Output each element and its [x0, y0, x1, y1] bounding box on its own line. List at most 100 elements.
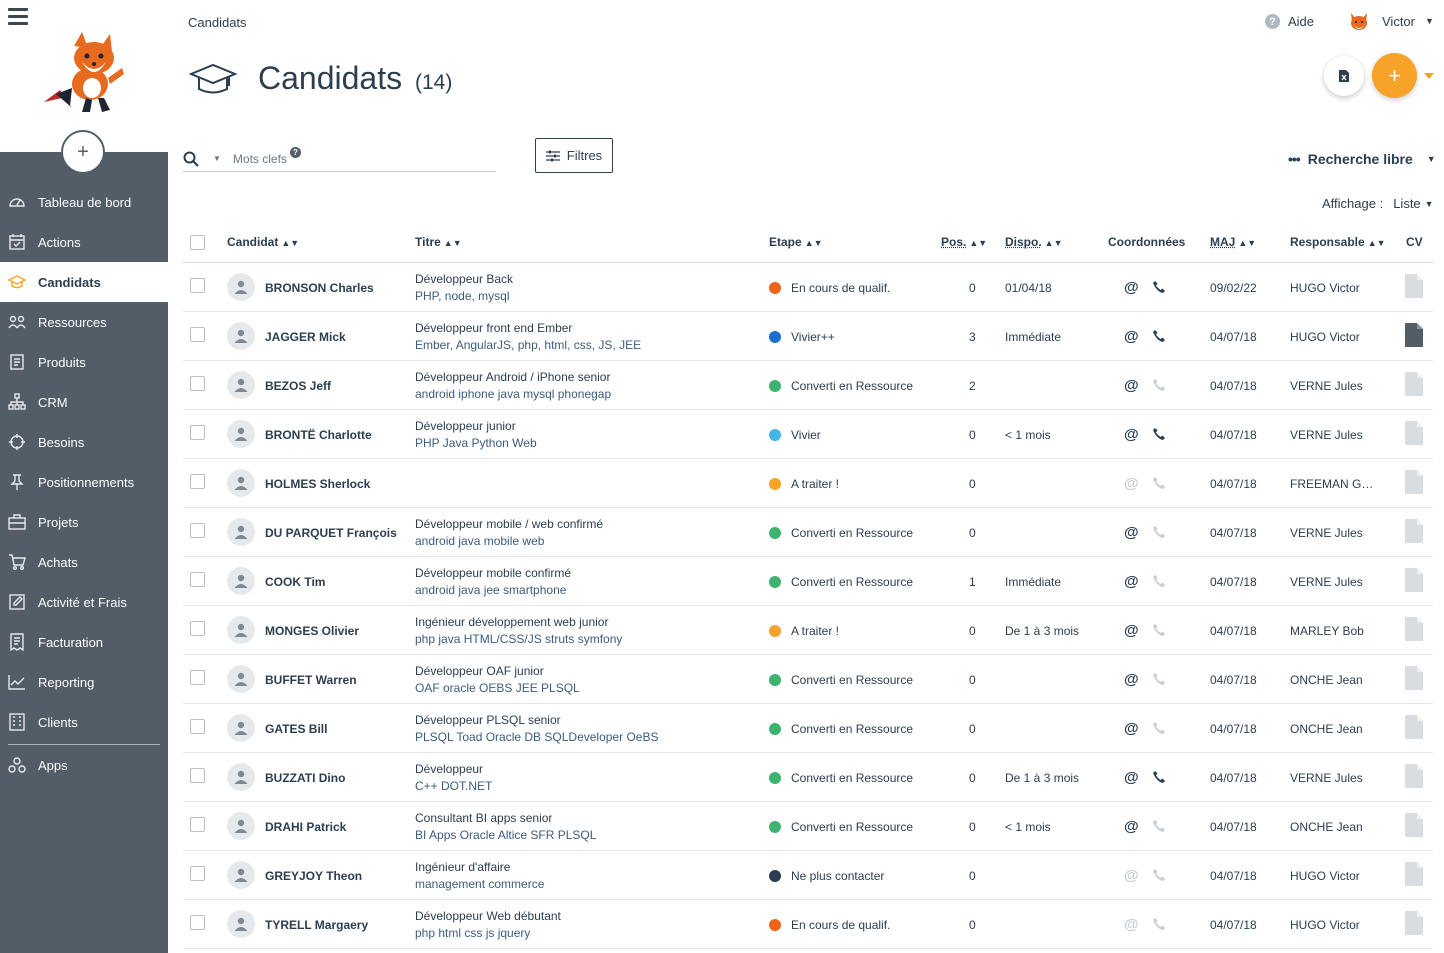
row-checkbox[interactable] [190, 572, 205, 587]
phone-icon[interactable] [1152, 525, 1166, 539]
sidebar-item-activite-et-frais[interactable]: Activité et Frais [0, 582, 168, 622]
cv-file-icon[interactable] [1405, 470, 1423, 494]
cv-file-icon[interactable] [1405, 617, 1423, 641]
sidebar-item-positionnements[interactable]: Positionnements [0, 462, 168, 502]
add-options-chevron-icon[interactable] [1424, 73, 1434, 79]
table-row[interactable]: BUZZATI Dino Développeur C++ DOT.NET Conver… [183, 753, 1433, 802]
phone-icon[interactable] [1152, 770, 1166, 784]
phone-icon[interactable] [1152, 868, 1166, 882]
table-row[interactable]: DRAHI Patrick Consultant BI apps senior BI… [183, 802, 1433, 851]
filters-button[interactable]: Filtres [535, 138, 613, 173]
candidate-name-link[interactable]: GATES Bill [265, 722, 328, 736]
cv-file-icon[interactable] [1405, 274, 1423, 298]
candidate-name-link[interactable]: GREYJOY Theon [265, 869, 363, 883]
sidebar-item-clients[interactable]: Clients [0, 702, 168, 742]
table-row[interactable]: HOLMES Sherlock A traiter ! 0 @04/07/18 FREE… [183, 459, 1433, 508]
sidebar-item-besoins[interactable]: Besoins [0, 422, 168, 462]
candidate-name-link[interactable]: DU PARQUET François [265, 526, 397, 540]
phone-icon[interactable] [1152, 427, 1166, 441]
row-checkbox[interactable] [190, 817, 205, 832]
candidate-name-link[interactable]: BEZOS Jeff [265, 379, 332, 393]
sidebar-item-produits[interactable]: Produits [0, 342, 168, 382]
phone-icon[interactable] [1152, 329, 1166, 343]
help-link[interactable]: ? Aide [1265, 14, 1314, 29]
sidebar-item-ressources[interactable]: Ressources [0, 302, 168, 342]
sidebar-item-reporting[interactable]: Reporting [0, 662, 168, 702]
cv-file-icon[interactable] [1405, 568, 1423, 592]
email-icon[interactable]: @ [1124, 524, 1139, 541]
cv-file-icon[interactable] [1405, 911, 1423, 935]
column-candidat[interactable]: Candidat ▲▼ [227, 235, 299, 249]
sidebar-item-tableau-de-bord[interactable]: Tableau de bord [0, 182, 168, 222]
sidebar-item-actions[interactable]: Actions [0, 222, 168, 262]
phone-icon[interactable] [1152, 819, 1166, 833]
phone-icon[interactable] [1152, 378, 1166, 392]
row-checkbox[interactable] [190, 768, 205, 783]
column-etape[interactable]: Etape ▲▼ [769, 235, 823, 249]
email-icon[interactable]: @ [1124, 573, 1139, 590]
search-mode-chevron-icon[interactable]: ▼ [213, 154, 221, 163]
phone-icon[interactable] [1152, 721, 1166, 735]
row-checkbox[interactable] [190, 425, 205, 440]
cv-file-icon[interactable] [1405, 862, 1423, 886]
search-icon[interactable] [183, 151, 199, 167]
column-responsable[interactable]: Responsable ▲▼ [1290, 235, 1386, 249]
email-icon[interactable]: @ [1124, 328, 1139, 345]
phone-icon[interactable] [1152, 623, 1166, 637]
free-search-toggle[interactable]: ••• Recherche libre ▼ [1288, 151, 1436, 167]
display-mode-select[interactable]: Liste [1393, 196, 1421, 211]
cv-file-icon[interactable] [1405, 519, 1423, 543]
email-icon[interactable]: @ [1124, 279, 1139, 296]
cv-file-icon[interactable] [1405, 764, 1423, 788]
row-checkbox[interactable] [190, 474, 205, 489]
phone-icon[interactable] [1152, 476, 1166, 490]
search-placeholder[interactable]: Mots clefs [232, 151, 287, 166]
table-row[interactable]: COOK Tim Développeur mobile confirmé andro… [183, 557, 1433, 606]
chevron-down-icon[interactable]: ▼ [1424, 198, 1434, 209]
candidate-name-link[interactable]: BRONSON Charles [265, 281, 374, 295]
table-row[interactable]: BRONSON Charles Développeur Back PHP, node… [183, 263, 1433, 312]
candidate-name-link[interactable]: BUFFET Warren [265, 673, 357, 687]
cv-file-icon[interactable] [1405, 323, 1423, 347]
candidate-name-link[interactable]: DRAHI Patrick [265, 820, 347, 834]
email-icon[interactable]: @ [1124, 426, 1139, 443]
column-maj[interactable]: MAJ ▲▼ [1210, 235, 1256, 249]
row-checkbox[interactable] [190, 915, 205, 930]
candidate-name-link[interactable]: JAGGER Mick [265, 330, 346, 344]
table-row[interactable]: TYRELL Margaery Développeur Web débutant p… [183, 900, 1433, 949]
cv-file-icon[interactable] [1405, 666, 1423, 690]
phone-icon[interactable] [1152, 672, 1166, 686]
table-row[interactable]: DU PARQUET François Développeur mobile / … [183, 508, 1433, 557]
table-row[interactable]: GREYJOY Theon Ingénieur d'affaire manageme… [183, 851, 1433, 900]
phone-icon[interactable] [1152, 917, 1166, 931]
email-icon[interactable]: @ [1124, 671, 1139, 688]
row-checkbox[interactable] [190, 719, 205, 734]
cv-file-icon[interactable] [1405, 813, 1423, 837]
email-icon[interactable]: @ [1124, 769, 1139, 786]
row-checkbox[interactable] [190, 278, 205, 293]
candidate-name-link[interactable]: HOLMES Sherlock [265, 477, 371, 491]
candidate-name-link[interactable]: BUZZATI Dino [265, 771, 346, 785]
table-row[interactable]: BUFFET Warren Développeur OAF junior OAF o… [183, 655, 1433, 704]
cv-file-icon[interactable] [1405, 372, 1423, 396]
row-checkbox[interactable] [190, 670, 205, 685]
sidebar-item-achats[interactable]: Achats [0, 542, 168, 582]
sidebar-item-apps[interactable]: Apps [0, 745, 168, 785]
email-icon[interactable]: @ [1124, 475, 1139, 492]
cv-file-icon[interactable] [1405, 715, 1423, 739]
email-icon[interactable]: @ [1124, 916, 1139, 933]
email-icon[interactable]: @ [1124, 720, 1139, 737]
column-titre[interactable]: Titre ▲▼ [415, 235, 462, 249]
phone-icon[interactable] [1152, 280, 1166, 294]
email-icon[interactable]: @ [1124, 818, 1139, 835]
export-excel-button[interactable] [1324, 56, 1364, 96]
row-checkbox[interactable] [190, 376, 205, 391]
sidebar-item-crm[interactable]: CRM [0, 382, 168, 422]
table-row[interactable]: GATES Bill Développeur PLSQL senior PLSQL … [183, 704, 1433, 753]
keyword-search[interactable]: ▼ Mots clefs ? [183, 146, 496, 172]
column-dispo[interactable]: Dispo. ▲▼ [1005, 235, 1063, 249]
sidebar-item-candidats[interactable]: Candidats [0, 262, 168, 302]
user-menu[interactable]: Victor ▼ [1348, 10, 1434, 32]
email-icon[interactable]: @ [1124, 867, 1139, 884]
add-candidate-button[interactable]: + [1372, 53, 1417, 98]
